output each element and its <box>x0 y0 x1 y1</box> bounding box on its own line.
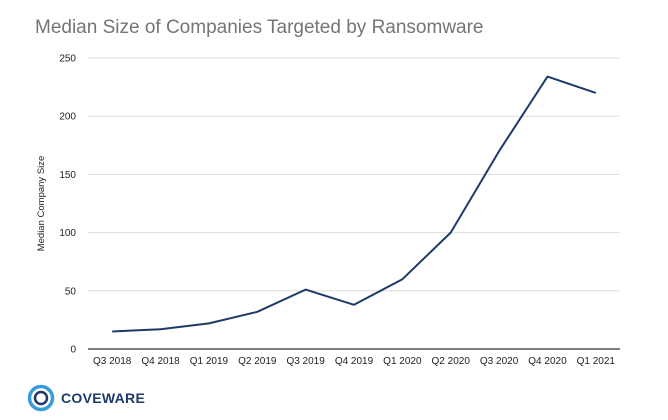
x-tick-label: Q2 2019 <box>238 356 277 367</box>
x-tick-label: Q3 2020 <box>480 356 519 367</box>
y-tick-label: 0 <box>70 345 76 356</box>
x-tick-label: Q2 2020 <box>432 356 471 367</box>
y-axis-ticks: 0 50 100 150 200 250 <box>59 54 76 356</box>
y-tick-label: 100 <box>59 228 76 239</box>
x-tick-label: Q1 2019 <box>190 356 229 367</box>
y-tick-label: 150 <box>59 170 76 181</box>
x-tick-label: Q4 2018 <box>141 356 180 367</box>
x-tick-label: Q4 2020 <box>528 356 567 367</box>
x-tick-label: Q3 2019 <box>286 356 325 367</box>
x-tick-label: Q1 2020 <box>383 356 422 367</box>
chart-title: Median Size of Companies Targeted by Ran… <box>35 17 484 38</box>
x-tick-label: Q1 2021 <box>577 356 616 367</box>
y-axis-label: Median Company Size <box>36 156 47 252</box>
y-tick-label: 250 <box>59 54 76 65</box>
grid <box>88 57 620 350</box>
logo-text: COVEWARE <box>61 390 146 406</box>
y-tick-label: 50 <box>65 286 77 297</box>
x-axis-ticks: Q3 2018 Q4 2018 Q1 2019 Q2 2019 Q3 2019 Q4 20… <box>93 356 615 367</box>
x-tick-label: Q3 2018 <box>93 356 132 367</box>
series <box>112 75 597 333</box>
x-tick-label: Q4 2019 <box>335 356 374 367</box>
y-tick-label: 200 <box>59 112 76 123</box>
coveware-logo-icon <box>27 384 55 412</box>
coveware-logo: COVEWARE <box>27 384 145 412</box>
series-line <box>112 75 597 333</box>
